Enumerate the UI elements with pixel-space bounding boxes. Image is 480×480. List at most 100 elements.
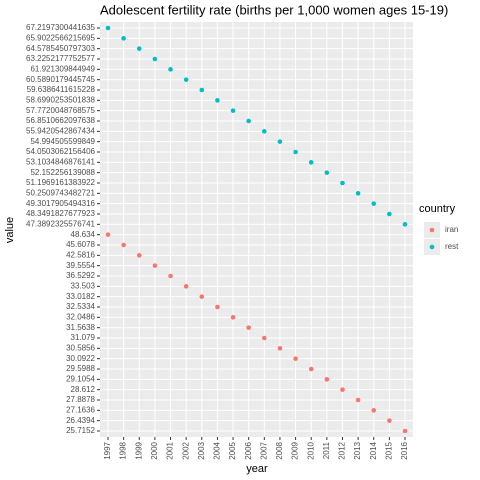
y-tick-label: 58.6990253501838 xyxy=(26,95,96,104)
point xyxy=(387,211,392,217)
point xyxy=(371,408,377,413)
x-tick-label: 2003 xyxy=(197,441,206,459)
point xyxy=(215,304,220,310)
point xyxy=(136,46,142,51)
point xyxy=(324,377,330,382)
x-tick-label: 2004 xyxy=(213,441,222,459)
point xyxy=(262,129,267,134)
y-tick-label: 56.8510662097638 xyxy=(26,116,96,125)
point xyxy=(387,418,392,423)
y-tick-label: 39.5554 xyxy=(66,261,95,270)
point xyxy=(402,222,408,227)
point xyxy=(105,232,111,237)
y-tick-label: 30.0922 xyxy=(66,354,95,363)
point xyxy=(230,108,236,113)
x-tick-label: 2012 xyxy=(338,441,347,459)
point xyxy=(199,87,205,93)
x-tick-label: 2016 xyxy=(400,441,409,459)
y-tick-label: 50.2509743482721 xyxy=(26,188,96,197)
point xyxy=(121,242,126,248)
y-tick-label: 33.0182 xyxy=(66,292,95,301)
x-tick-label: 2015 xyxy=(384,441,393,459)
point xyxy=(277,346,283,351)
y-tick-label: 30.5856 xyxy=(66,343,95,352)
point xyxy=(246,325,251,330)
point xyxy=(371,201,377,206)
point xyxy=(230,315,236,320)
y-tick-label: 53.1034846876141 xyxy=(26,157,96,166)
point xyxy=(246,118,251,124)
point xyxy=(293,149,298,155)
y-tick-label: 42.5816 xyxy=(66,250,95,259)
x-tick-label: 2001 xyxy=(166,441,175,459)
legend-marker xyxy=(429,227,435,233)
point xyxy=(402,428,408,434)
point xyxy=(277,139,283,144)
point xyxy=(262,335,267,341)
y-tick-label: 51.1969161383922 xyxy=(26,178,96,187)
point xyxy=(308,160,314,165)
legend-label: rest xyxy=(445,242,459,251)
legend-marker xyxy=(429,244,435,250)
point xyxy=(340,180,345,186)
point xyxy=(136,253,142,258)
x-tick-label: 2005 xyxy=(228,441,237,459)
y-tick-label: 33.503 xyxy=(71,281,96,290)
y-tick-label: 59.6386411615228 xyxy=(27,85,96,94)
y-tick-label: 48.634 xyxy=(71,230,96,239)
y-tick-label: 45.6078 xyxy=(66,240,95,249)
point xyxy=(105,25,111,31)
point xyxy=(308,366,314,372)
x-tick-label: 1999 xyxy=(134,441,143,459)
y-tick-label: 32.0486 xyxy=(66,312,95,321)
x-tick-label: 2006 xyxy=(244,441,253,459)
y-tick-label: 48.3491827677923 xyxy=(26,209,96,218)
x-tick-label: 2013 xyxy=(353,441,362,459)
chart-title: Adolescent fertility rate (births per 1,… xyxy=(100,2,448,17)
x-tick-label: 2009 xyxy=(291,441,300,459)
point xyxy=(293,356,298,361)
y-tick-label: 67.2197300441635 xyxy=(26,23,96,32)
point xyxy=(355,191,361,196)
y-tick-label: 31.5638 xyxy=(66,323,95,332)
y-tick-label: 26.4394 xyxy=(66,416,95,425)
y-tick-label: 52.152256139088 xyxy=(30,168,95,177)
x-tick-label: 2000 xyxy=(150,441,159,459)
y-tick-label: 29.5988 xyxy=(66,364,95,373)
point xyxy=(168,67,173,72)
x-tick-label: 2007 xyxy=(259,441,268,459)
point xyxy=(340,387,345,392)
point xyxy=(152,56,158,62)
y-tick-label: 54.994505599849 xyxy=(30,137,95,146)
point xyxy=(215,98,220,103)
y-tick-label: 65.9022566215695 xyxy=(26,33,96,42)
y-tick-label: 54.0503062156406 xyxy=(26,147,96,156)
x-tick-label: 2008 xyxy=(275,441,284,459)
y-tick-label: 63.2252177752577 xyxy=(26,54,96,63)
point xyxy=(183,284,189,289)
point xyxy=(324,170,330,175)
x-axis-label: year xyxy=(246,463,268,475)
y-tick-label: 27.8878 xyxy=(66,395,95,404)
y-tick-label: 27.1636 xyxy=(66,405,95,414)
panel xyxy=(100,22,413,437)
x-tick-label: 2011 xyxy=(322,441,331,459)
x-tick-label: 2010 xyxy=(306,441,315,459)
y-tick-label: 36.5292 xyxy=(66,271,95,280)
point xyxy=(355,397,361,403)
x-tick-label: 2014 xyxy=(369,441,378,459)
legend-title: country xyxy=(419,203,456,215)
point xyxy=(199,294,205,299)
y-tick-label: 32.5334 xyxy=(66,302,95,311)
x-tick-label: 1998 xyxy=(119,441,128,459)
x-tick-label: 2002 xyxy=(181,441,190,459)
point xyxy=(152,263,158,268)
point xyxy=(183,77,189,82)
point xyxy=(121,36,126,41)
y-tick-label: 60.5890179445745 xyxy=(26,75,96,84)
y-tick-label: 29.1054 xyxy=(66,374,95,383)
y-tick-label: 25.7152 xyxy=(66,426,95,435)
y-tick-label: 28.612 xyxy=(71,385,96,394)
point xyxy=(168,273,173,279)
y-tick-label: 61.921309844949 xyxy=(30,64,95,73)
